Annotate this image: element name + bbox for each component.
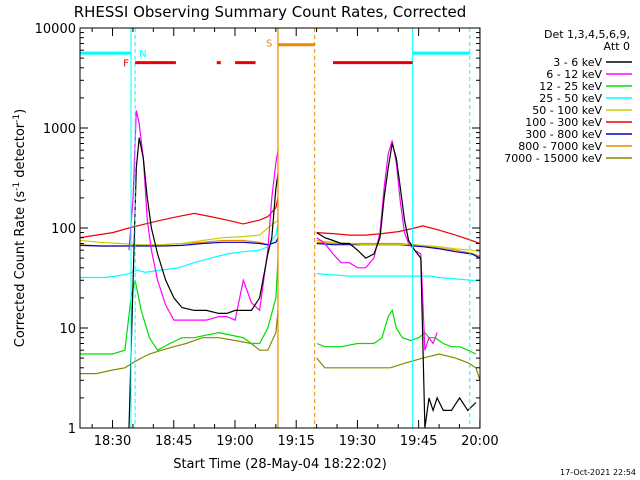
legend-label: 25 - 50 keV (539, 92, 602, 105)
series-line-3 (80, 223, 480, 281)
y-axis-label-exp1: -1 (12, 182, 22, 191)
legend-header-2: Att 0 (604, 40, 630, 53)
y-tick-label: 1 (68, 422, 76, 437)
x-tick-label: 19:00 (216, 434, 253, 449)
x-tick-label: 19:30 (339, 434, 376, 449)
y-tick-label: 100 (51, 222, 76, 237)
legend-label: 3 - 6 keV (553, 56, 602, 69)
chart-title: RHESSI Observing Summary Count Rates, Co… (74, 3, 467, 21)
legend-label: 100 - 300 keV (525, 116, 602, 129)
x-tick-label: 19:15 (277, 434, 314, 449)
legend-label: 7000 - 15000 keV (504, 152, 602, 165)
night-label: N (139, 49, 146, 60)
x-tick-label: 20:00 (461, 434, 498, 449)
series-line-0 (128, 137, 477, 428)
legend-label: 12 - 25 keV (539, 80, 602, 93)
series-layer (80, 110, 480, 428)
date-stamp: 17-Oct-2021 22:54 (560, 468, 636, 477)
legend-label: 800 - 7000 keV (518, 140, 602, 153)
x-tick-label: 19:45 (400, 434, 437, 449)
y-axis-label-end: ) (13, 109, 28, 114)
y-axis: 1 10 100 1000 10000 (35, 22, 480, 437)
legend-label: 50 - 100 keV (532, 104, 602, 117)
series-line-5 (80, 197, 480, 245)
y-axis-label-main: Corrected Count Rate (s (13, 191, 28, 348)
x-axis: 18:30 18:45 19:00 19:15 19:30 19:45 20:00 (91, 28, 499, 449)
plot-frame (79, 27, 481, 429)
series-line-2 (80, 258, 477, 355)
saa-label: S (266, 39, 272, 50)
x-tick-label: 18:45 (155, 434, 192, 449)
flare-label: F (123, 59, 129, 70)
x-axis-label: Start Time (28-May-04 18:22:02) (173, 457, 387, 472)
legend-header-1: Det 1,3,4,5,6,9, (544, 28, 630, 41)
x-tick-label: 18:30 (94, 434, 131, 449)
y-tick-label: 10 (59, 322, 76, 337)
y-axis-label-exp2: -1 (12, 114, 22, 123)
y-tick-label: 10000 (35, 22, 76, 37)
y-axis-label: Corrected Count Rate (s-1 detector-1) (12, 109, 28, 347)
y-tick-label: 1000 (43, 122, 76, 137)
flags-layer: NF S (80, 28, 471, 428)
series-line-6 (80, 237, 480, 259)
series-line-1 (128, 110, 438, 351)
y-axis-label-mid: detector (13, 122, 28, 182)
legend-label: 300 - 800 keV (525, 128, 602, 141)
series-line-8 (80, 310, 480, 381)
legend-label: 6 - 12 keV (546, 68, 602, 81)
